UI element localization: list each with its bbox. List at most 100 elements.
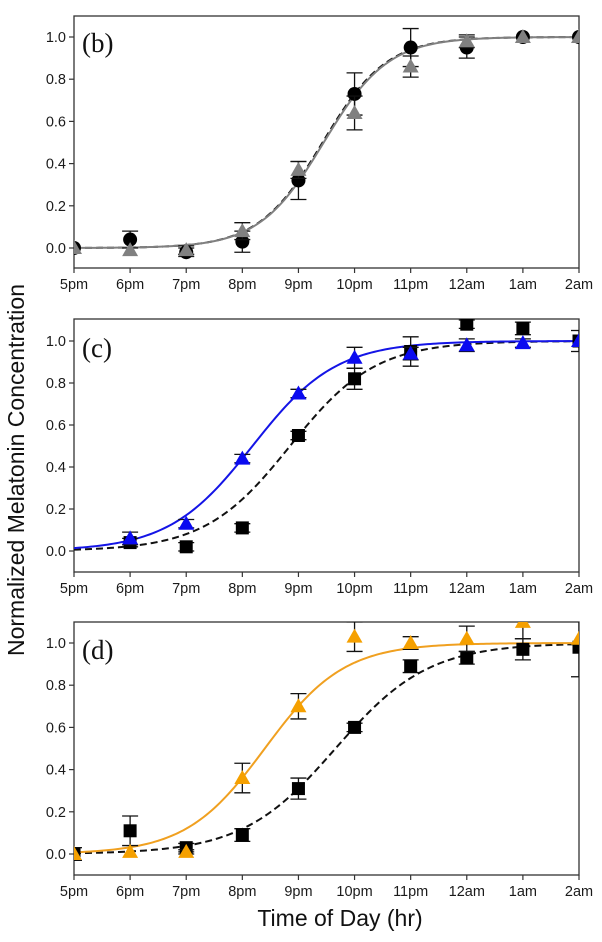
data-point-square [516,321,530,335]
data-point-triangle [122,242,139,257]
data-point-triangle [178,242,195,257]
plot-area [74,27,579,260]
y-tick-label: 0.8 [46,376,66,392]
x-tick-label: 11pm [393,277,428,293]
plot-frame [73,621,580,876]
data-point-triangle [458,33,475,48]
data-point-square [291,429,305,442]
fit-curve-control [74,643,579,855]
data-point-triangle [74,240,82,254]
data-point-triangle [571,29,579,43]
x-tick-label: 6pm [116,581,144,597]
data-point-square [179,540,193,554]
data-point-square [348,720,362,734]
data-point-triangle [514,29,531,43]
data-point-square [460,319,474,331]
data-point-triangle [402,345,419,360]
x-tick-label: 7pm [172,581,200,597]
x-tick-label: 9pm [284,277,312,293]
data-point-square [516,642,530,656]
data-point-square [348,372,362,386]
y-tick-label: 0.8 [46,72,66,88]
data-point-square [460,651,474,665]
y-tick-label: 0.0 [46,544,66,560]
data-point-triangle [514,335,531,350]
data-point-triangle [290,161,307,176]
fit-curve-control [74,36,579,249]
y-tick-label: 0.6 [46,418,66,434]
x-tick-label: 7pm [172,884,200,900]
x-tick-label: 6pm [116,884,144,900]
y-tick-label: 1.0 [46,334,66,350]
data-point-triangle [234,770,251,785]
data-point-square [235,521,249,535]
x-tick-label: 11pm [393,581,428,597]
data-point-circle [291,173,306,188]
x-tick-label: 6pm [116,277,144,293]
y-tick-label: 0.2 [46,199,66,215]
x-tick-label: 1am [509,277,537,293]
y-tick-label: 0.6 [46,114,66,130]
x-tick-label: 8pm [228,884,256,900]
data-point-triangle [346,104,363,119]
fit-curve-treatment [74,36,579,249]
data-point-triangle [234,450,251,465]
x-axis-title: Time of Day (hr) [257,905,422,931]
x-tick-label: 12am [449,277,485,293]
data-point-circle [123,232,138,247]
y-tick-label: 0.8 [46,678,66,694]
data-point-triangle [402,58,419,73]
data-point-triangle [402,635,419,649]
x-tick-label: 11pm [393,884,428,900]
y-tick-label: 0.4 [46,157,66,173]
x-tick-label: 2am [565,581,593,597]
data-point-square [123,824,137,838]
data-point-triangle [346,349,363,364]
data-point-circle [347,86,362,101]
panel-b: (b) 5pm 6pm 7pm 8pm 9pm 10pm 11pm 12am 1am 2am 0.0… [46,15,593,293]
plot-frame [73,15,580,269]
x-tick-label: 1am [509,884,537,900]
data-point-triangle [122,843,139,858]
y-tick-label: 0.6 [46,720,66,736]
x-tick-label: 8pm [228,581,256,597]
data-point-square [291,782,305,796]
x-tick-label: 10pm [336,277,372,293]
data-point-square [404,659,418,673]
x-tick-label: 8pm [228,277,256,293]
data-point-triangle [290,385,307,400]
data-point-triangle [514,622,531,628]
y-tick-label: 0.0 [46,241,66,257]
data-point-circle [235,234,250,249]
data-point-triangle [122,530,139,545]
x-tick-label: 7pm [172,277,200,293]
data-point-triangle [74,846,82,860]
y-tick-label: 0.2 [46,502,66,518]
x-tick-label: 9pm [284,581,312,597]
y-tick-label: 1.0 [46,636,66,652]
x-tick-label: 12am [449,884,485,900]
x-tick-label: 1am [509,581,537,597]
x-tick-label: 10pm [336,581,372,597]
data-point-triangle [571,333,579,347]
data-point-triangle [290,698,307,713]
data-point-triangle [458,337,475,352]
fit-curve-treatment [74,642,579,854]
y-tick-label: 0.4 [46,763,66,779]
data-point-triangle [178,515,195,530]
x-tick-label: 10pm [336,884,372,900]
y-tick-label: 0.2 [46,805,66,821]
data-point-triangle [234,223,251,238]
plot-area [74,622,579,861]
y-tick-label: 1.0 [46,30,66,46]
panel-c: (c) 5pm 6pm 7pm 8pm 9pm 10pm 11pm 12am 1am 2am 0.0… [46,318,593,597]
x-tick-label: 9pm [284,884,312,900]
y-tick-label: 0.4 [46,460,66,476]
data-point-circle [403,40,418,55]
panel-label-d: (d) [82,635,113,665]
x-tick-label: 2am [565,884,593,900]
data-point-triangle [458,630,475,645]
plot-frame [73,318,580,573]
y-tick-label: 0.0 [46,847,66,863]
